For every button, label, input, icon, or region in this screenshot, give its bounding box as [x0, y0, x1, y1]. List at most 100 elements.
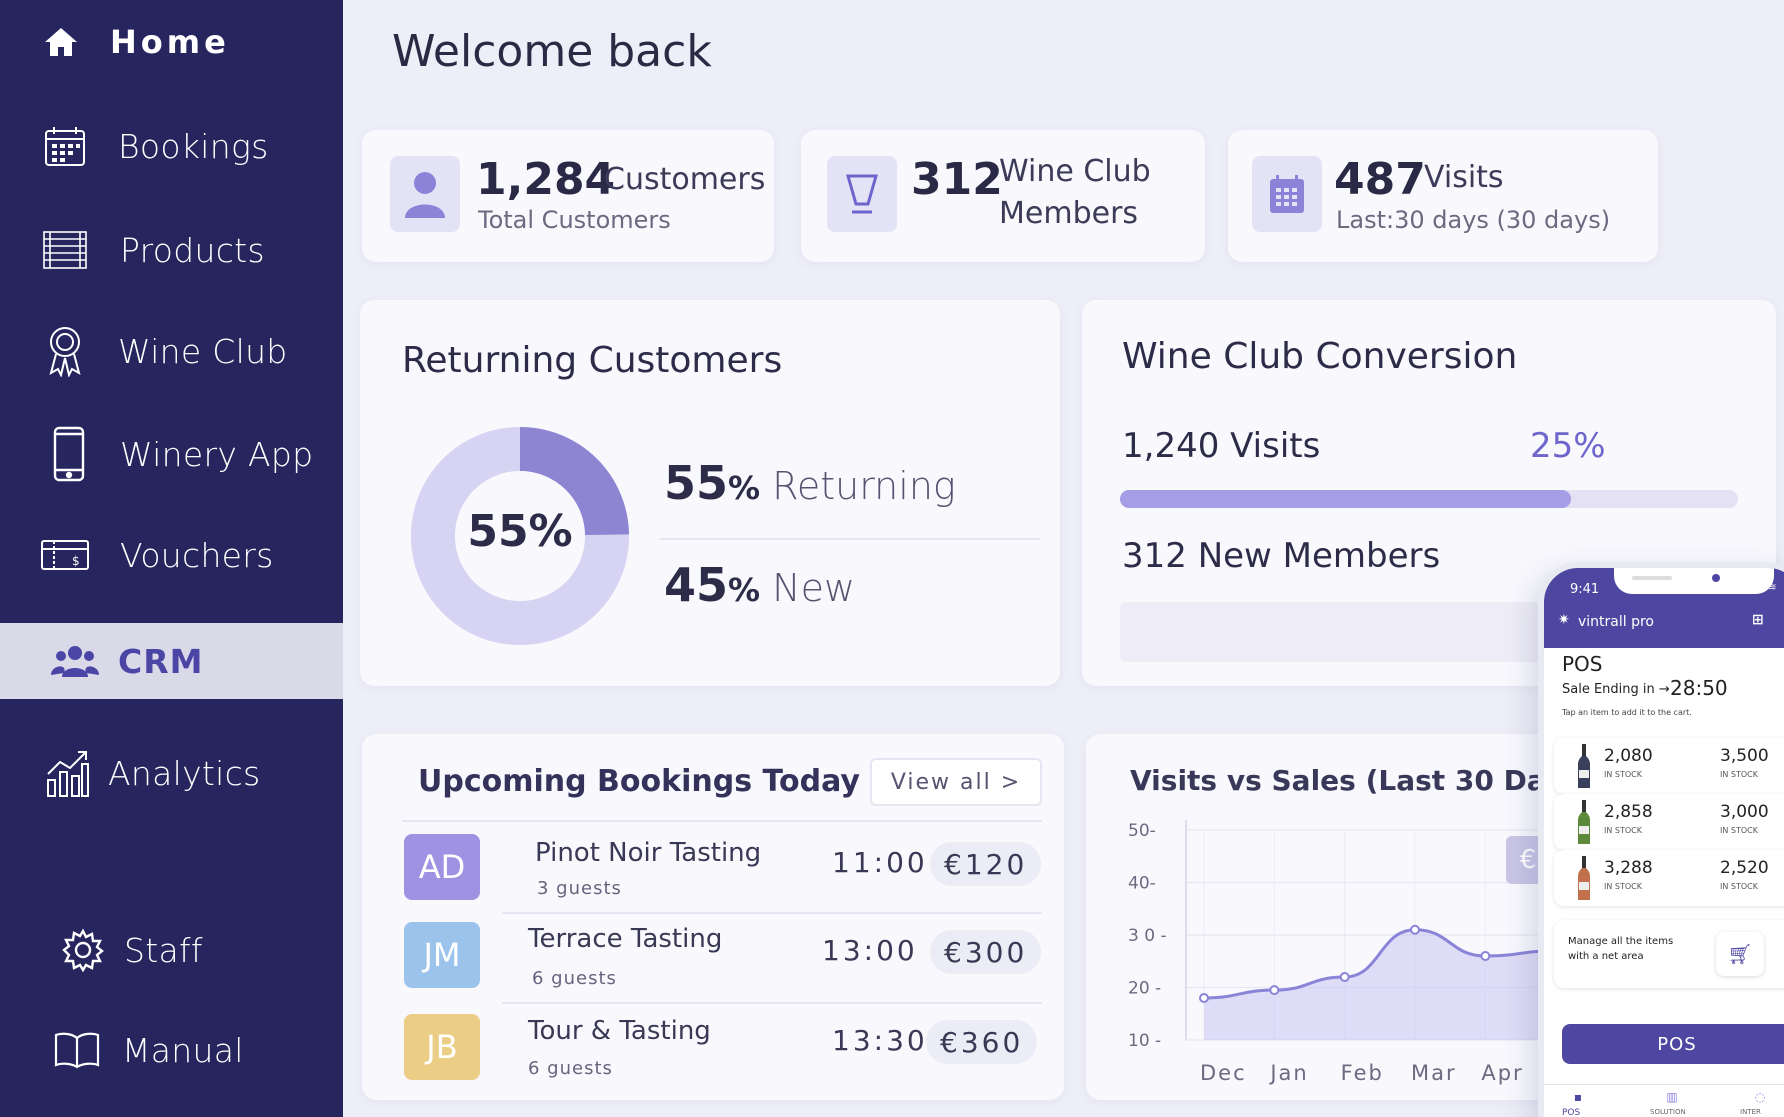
signal-icon: ▮▮ ≋	[1754, 582, 1777, 593]
conversion-members: 312 New Members	[1122, 536, 1441, 576]
booking-price: €360	[926, 1020, 1038, 1064]
sidebar-item-label: CRM	[118, 641, 204, 681]
user-icon	[390, 156, 460, 232]
tab-inter[interactable]: INTER	[1740, 1108, 1761, 1116]
booking-name: Tour & Tasting	[528, 1016, 711, 1046]
y-tick-label: 50-	[1128, 821, 1156, 841]
sidebar-item-crm[interactable]: CRM	[0, 623, 343, 699]
booking-guests: 6 guests	[528, 1058, 613, 1079]
new-pct: 45	[664, 558, 729, 612]
divider	[402, 820, 1042, 822]
stock-item[interactable]: 3,288 IN STOCK 2,520 IN STOCK	[1554, 850, 1784, 906]
card-title: Upcoming Bookings Today	[418, 764, 860, 799]
y-tick-label: 20 -	[1128, 979, 1161, 999]
sidebar-item-vouchers[interactable]: $ Vouchers	[0, 517, 343, 593]
booking-row[interactable]: AD Pinot Noir Tasting 3 guests 11:00 €12…	[362, 834, 1064, 924]
stock-count: 2,858	[1604, 802, 1653, 822]
calendar-icon	[40, 121, 90, 171]
sidebar-item-manual[interactable]: Manual	[0, 1012, 343, 1088]
view-all-button[interactable]: View all >	[870, 758, 1042, 806]
wine-bottle-icon	[1578, 856, 1590, 900]
home-icon	[36, 17, 86, 67]
booking-time: 11:00	[832, 846, 928, 879]
book-icon	[52, 1025, 102, 1075]
phone-time: 9:41	[1570, 582, 1600, 597]
booking-name: Terrace Tasting	[528, 924, 723, 954]
cart-icon[interactable]: 🛒︎	[1716, 932, 1764, 976]
stock-count: 2,080	[1604, 746, 1653, 766]
conversion-visits: 1,240 Visits	[1122, 426, 1321, 466]
svg-text:$: $	[72, 554, 80, 568]
wine-bottle-icon	[1578, 800, 1590, 844]
sidebar-item-winery-app[interactable]: Winery App	[0, 416, 343, 492]
divider	[502, 912, 1042, 914]
card-title: Wine Club Conversion	[1122, 336, 1518, 377]
sidebar-item-label: Vouchers	[120, 535, 274, 575]
sidebar-item-products[interactable]: Products	[0, 212, 343, 288]
sidebar: Home Bookings Products Wine Club Winery …	[0, 0, 343, 1117]
x-tick-label: Jan	[1268, 1061, 1308, 1085]
sale-text: Sale Ending in →	[1562, 682, 1670, 697]
avatar: JM	[404, 922, 480, 988]
series-area	[1204, 929, 1626, 1040]
conversion-placeholder-bar	[1120, 602, 1564, 662]
sidebar-item-label: Products	[120, 230, 265, 270]
booking-time: 13:30	[832, 1024, 928, 1057]
avatar: JB	[404, 1014, 480, 1080]
returning-label: Returning	[772, 464, 956, 508]
data-point	[1269, 985, 1280, 996]
stock-count: 2,520	[1720, 858, 1769, 878]
award-icon	[40, 326, 90, 377]
stock-item[interactable]: 2,080 IN STOCK 3,500 IN STOCK	[1554, 738, 1784, 794]
sidebar-item-label: Winery App	[120, 434, 314, 474]
wine-bottle-icon	[1578, 744, 1590, 788]
tab-solution[interactable]: SOLUTION	[1650, 1108, 1686, 1116]
cart-badge-icon[interactable]: ⊞	[1752, 612, 1764, 628]
stat-label: Customers	[604, 162, 766, 197]
booking-row[interactable]: JB Tour & Tasting 6 guests 13:30 €360	[362, 1014, 1064, 1104]
sidebar-item-label: Wine Club	[118, 331, 288, 371]
returning-pct: 55	[664, 456, 729, 510]
sidebar-item-label: Manual	[122, 1030, 244, 1070]
users-icon	[50, 636, 100, 686]
manage-items-panel: Manage all the items with a net area 🛒︎	[1554, 920, 1784, 988]
stat-card-visits: 487 Visits Last:30 days (30 days)	[1228, 130, 1658, 262]
y-tick-label: 40-	[1128, 874, 1156, 894]
conversion-progress-track	[1120, 490, 1738, 508]
returning-customers-card: Returning Customers 55% 55% Returning 45…	[360, 300, 1060, 686]
new-legend: 45% New	[664, 558, 855, 612]
tab-solution-icon: ▥	[1666, 1090, 1678, 1104]
tab-pos-icon: ▪	[1573, 1090, 1583, 1104]
stock-count: 3,500	[1720, 746, 1769, 766]
booking-row[interactable]: JM Terrace Tasting 6 guests 13:00 €300	[362, 922, 1064, 1012]
page-title: Welcome back	[392, 26, 712, 77]
divider	[660, 538, 1040, 540]
sidebar-item-home[interactable]: Home	[0, 4, 343, 80]
stock-item[interactable]: 2,858 IN STOCK 3,000 IN STOCK	[1554, 794, 1784, 850]
pos-button[interactable]: POS	[1562, 1024, 1784, 1064]
booking-guests: 3 guests	[537, 878, 622, 899]
manage-text-line2: with a net area	[1568, 951, 1644, 962]
booking-price: €300	[930, 930, 1042, 974]
wine-glass-icon	[827, 156, 897, 232]
stat-card-wine-club: 312 Wine Club Members	[801, 130, 1205, 262]
sale-timer: 28:50	[1670, 676, 1728, 700]
data-point	[1339, 972, 1350, 982]
sidebar-item-analytics[interactable]: Analytics	[0, 735, 343, 811]
x-tick-label: Feb	[1341, 1061, 1384, 1085]
tab-pos[interactable]: POS	[1562, 1108, 1581, 1117]
avatar: AD	[404, 834, 480, 900]
divider	[502, 1002, 1042, 1004]
sidebar-item-staff[interactable]: Staff	[0, 912, 343, 988]
sidebar-item-bookings[interactable]: Bookings	[0, 108, 343, 184]
calendar-grid-icon	[1252, 156, 1322, 232]
sidebar-item-label: Home	[110, 23, 230, 61]
card-title: Returning Customers	[402, 340, 783, 381]
conversion-progress-fill	[1120, 490, 1572, 508]
sidebar-item-wine-club[interactable]: Wine Club	[0, 313, 343, 389]
tab-inter-icon: ◌	[1754, 1090, 1766, 1104]
chart-title: Visits vs Sales (Last 30 Days)	[1130, 764, 1593, 797]
x-tick-label: Apr	[1481, 1061, 1523, 1085]
stock-label: IN STOCK	[1720, 882, 1758, 891]
chart-icon	[42, 748, 92, 798]
